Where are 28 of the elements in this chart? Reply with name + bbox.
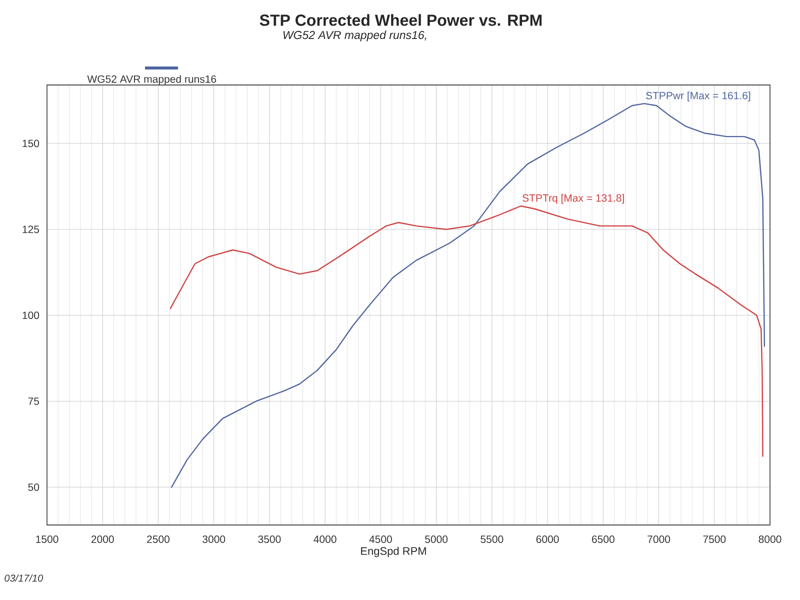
x-tick-label: 3000	[202, 536, 226, 543]
x-tick-label: 1500	[36, 536, 58, 543]
x-tick-label: 7000	[648, 536, 670, 543]
y-tick-label: 100	[22, 312, 40, 320]
x-axis-title: EngSpd RPM	[361, 546, 426, 558]
text: 03/17/10	[4, 574, 44, 582]
x-tick-label: 4000	[314, 536, 336, 543]
x-tick-label: 4500	[369, 536, 392, 543]
x-tick-label: 5500	[480, 536, 504, 543]
x-tick-label: 7500	[703, 536, 726, 543]
x-tick-label: 6500	[592, 536, 614, 543]
x-tick-label: 6000	[536, 536, 559, 543]
chart-subtitle: WG52 AVR mapped runs16,	[283, 30, 426, 42]
x-tick-label: 2000	[91, 536, 114, 543]
y-tick-label: 75	[28, 398, 40, 405]
x-tick-label: 8000	[758, 536, 782, 543]
legend-label: WG52 AVR mapped runs16	[87, 75, 216, 85]
y-tick-label: 150	[22, 140, 40, 148]
chart-title: STP Corrected Wheel Power vs. RPM	[260, 14, 542, 26]
x-tick-label: 2500	[147, 536, 170, 543]
line-series	[170, 102, 766, 488]
line-series	[170, 205, 764, 457]
annotation: STPPwr [Max = 161.6]	[646, 92, 750, 102]
x-tick-label: 3500	[258, 536, 281, 543]
annotation: STPTrq [Max = 131.8]	[522, 194, 624, 204]
x-tick-label: 5000	[425, 536, 448, 543]
y-tick-label: 50	[28, 483, 40, 491]
y-tick-label: 125	[22, 226, 40, 234]
